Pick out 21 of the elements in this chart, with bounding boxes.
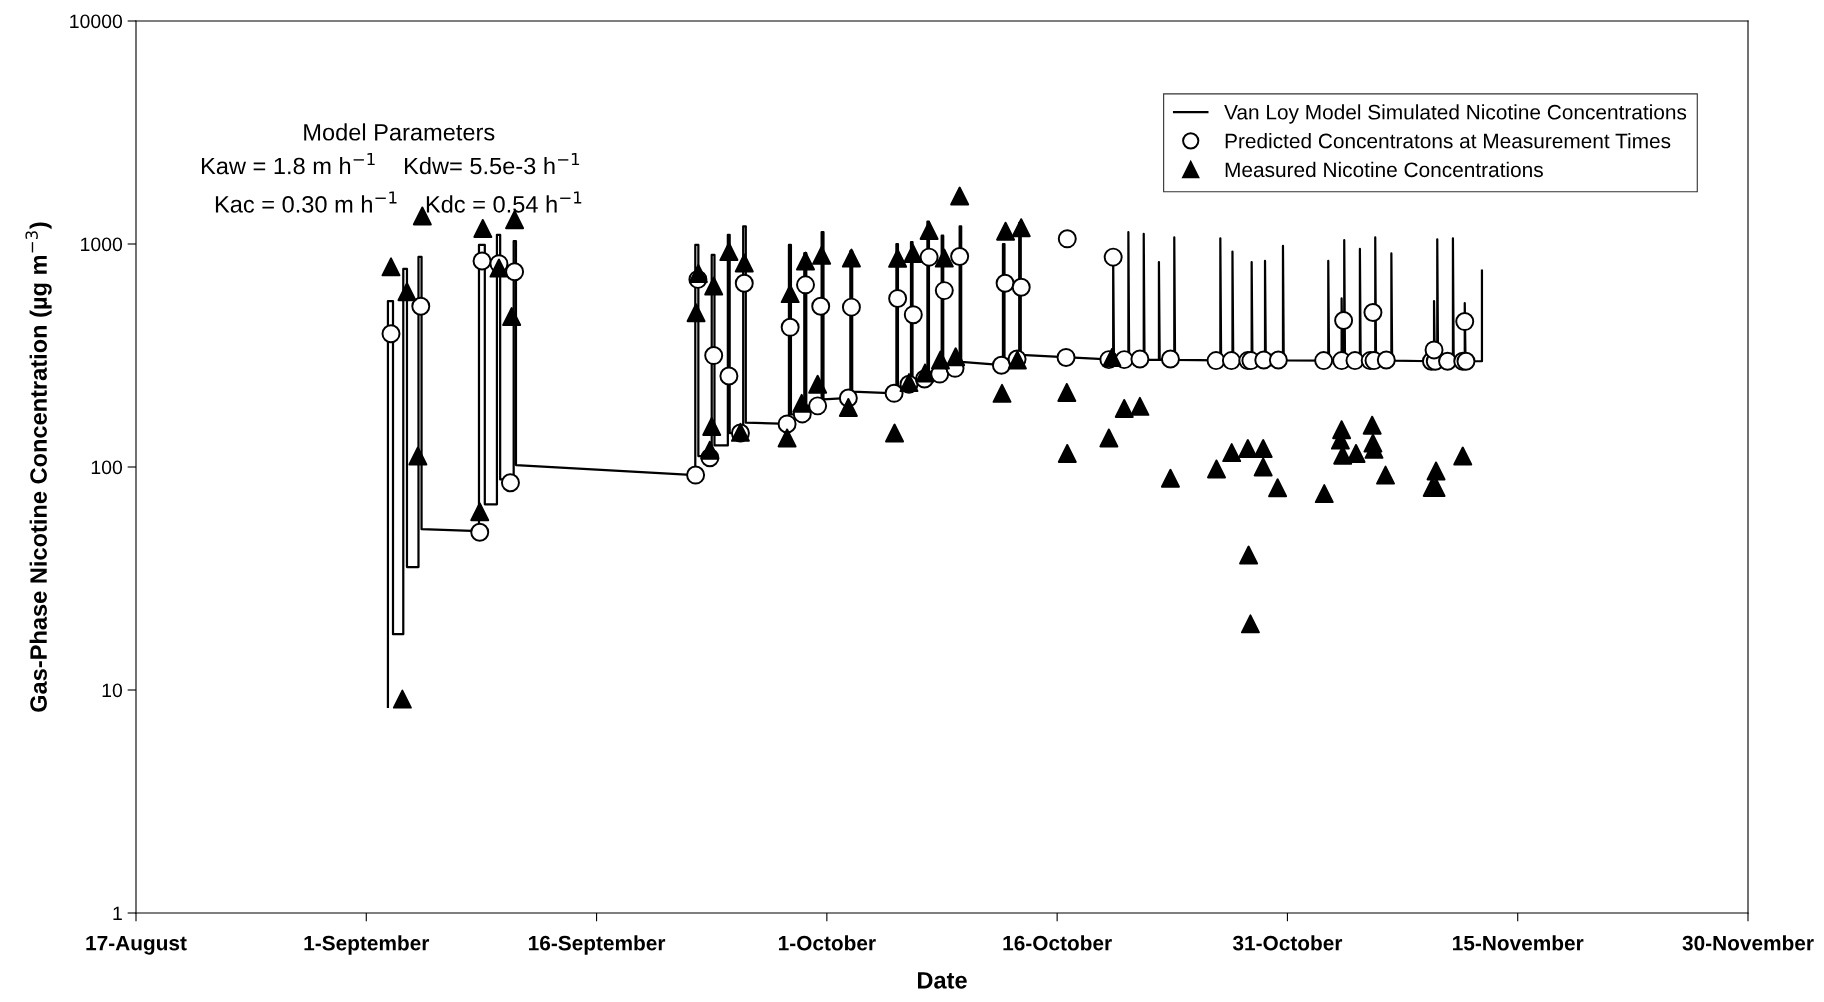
annotation: Model Parameters <box>304 123 495 141</box>
legend-label: Measured Nicotine Concentrations <box>1225 161 1543 178</box>
x-tick-label: 16-October <box>1003 935 1112 951</box>
legend-label: Van Loy Model Simulated Nicotine Concentrations <box>1224 104 1687 124</box>
legend-label: Predicted Concentratons at Measurement Times <box>1225 133 1671 149</box>
y-tick-label: 1 <box>113 906 122 921</box>
x-tick-label: 1-September <box>304 935 430 955</box>
x-tick-label: 15-November <box>1453 935 1584 951</box>
x-axis-title: Date <box>917 972 967 989</box>
y-tick-label: 10 <box>102 683 123 698</box>
text: Kac = 0.30 m h$^{−1}$ Kdc = 0.54 h$^{−1}$ <box>215 191 582 213</box>
text: Kaw = 1.8 m h$^{−1}$ Kdw= 5.5e-3 h$^{−1}$ <box>201 153 580 175</box>
x-tick-label: 16-September <box>528 935 666 955</box>
y-tick-label: 100 <box>91 460 123 475</box>
x-tick-label: 30-November <box>1682 935 1814 951</box>
y-tick-label: 1000 <box>81 237 123 252</box>
x-tick-label: 17-August <box>86 935 187 955</box>
y-tick-label: 10000 <box>70 14 123 29</box>
x-tick-label: 1-October <box>778 935 876 951</box>
y-axis-title: Gas-Phase Nicotine Concentration (µg m$^{−3}$) <box>25 222 52 712</box>
x-tick-label: 31-October <box>1232 935 1343 951</box>
